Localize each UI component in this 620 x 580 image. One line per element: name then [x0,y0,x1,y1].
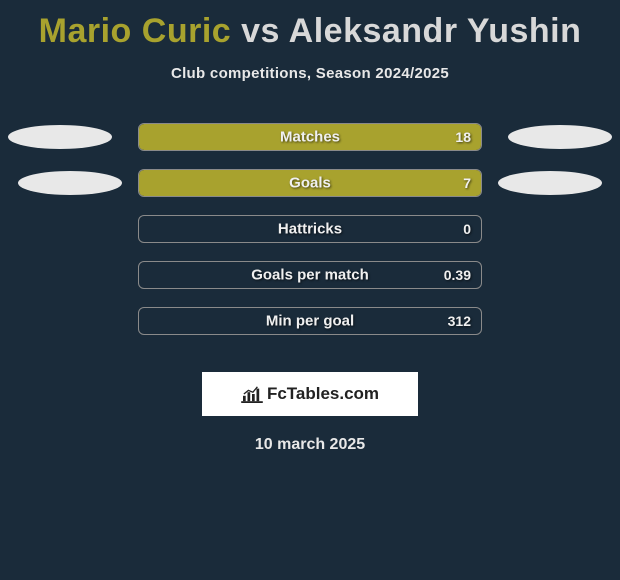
stat-bar: Matches 18 [138,123,482,151]
stat-row: Hattricks 0 [0,206,620,252]
stat-label: Hattricks [278,221,342,238]
stat-value: 7 [463,175,471,191]
stats-container: Matches 18 Goals 7 Hattricks 0 Goals per… [0,114,620,344]
ellipse-right [498,171,602,195]
stat-row: Goals per match 0.39 [0,252,620,298]
stat-value: 0.39 [444,267,471,283]
stat-bar: Hattricks 0 [138,215,482,243]
stat-bar: Min per goal 312 [138,307,482,335]
subtitle: Club competitions, Season 2024/2025 [0,65,620,82]
ellipse-left [18,171,122,195]
player2-name: Aleksandr Yushin [289,12,582,50]
stat-label: Matches [280,129,340,146]
logo-text: FcTables.com [267,384,379,404]
chart-icon [241,385,263,403]
stat-label: Min per goal [266,313,354,330]
stat-bar: Goals per match 0.39 [138,261,482,289]
date-text: 10 march 2025 [0,436,620,454]
stat-row: Matches 18 [0,114,620,160]
stat-label: Goals per match [251,267,369,284]
stat-bar: Goals 7 [138,169,482,197]
stat-row: Goals 7 [0,160,620,206]
stat-row: Min per goal 312 [0,298,620,344]
fctables-logo[interactable]: FcTables.com [202,372,418,416]
stat-value: 18 [455,129,471,145]
ellipse-left [8,125,112,149]
stat-value: 312 [448,313,471,329]
comparison-title: Mario Curic vs Aleksandr Yushin [0,0,620,51]
stat-label: Goals [289,175,331,192]
stat-value: 0 [463,221,471,237]
player1-name: Mario Curic [39,12,232,50]
vs-text: vs [241,12,280,50]
ellipse-right [508,125,612,149]
